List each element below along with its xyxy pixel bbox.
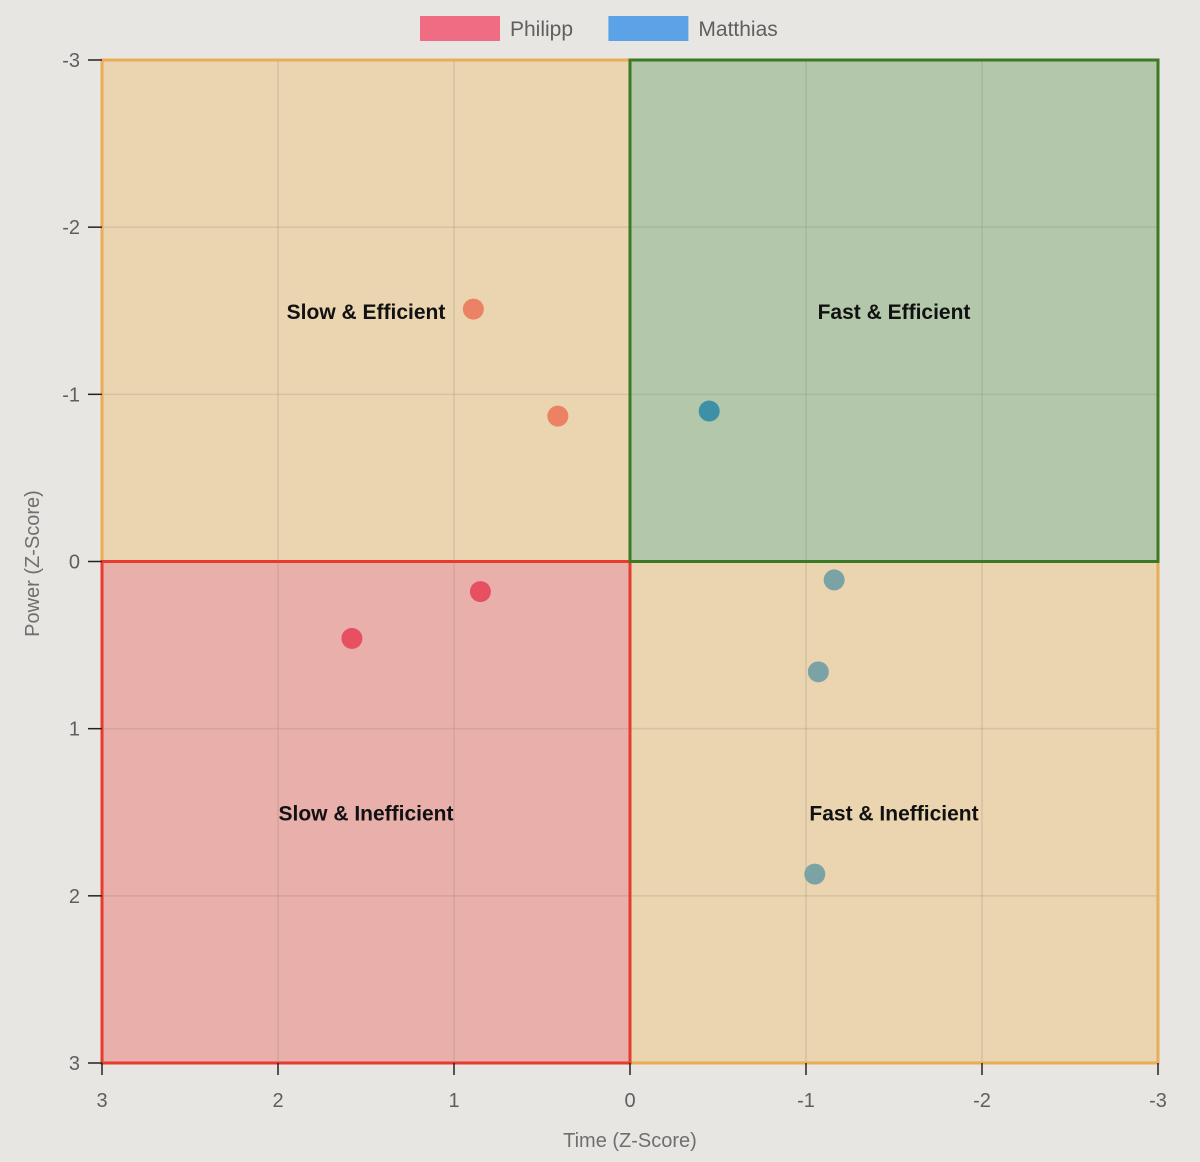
data-point[interactable] (823, 569, 845, 591)
data-point[interactable] (804, 863, 826, 885)
x-tick-label: 0 (624, 1090, 635, 1112)
legend-item[interactable]: Matthias (608, 16, 778, 41)
x-tick-label: -3 (1149, 1090, 1167, 1112)
y-tick-label: -3 (62, 50, 80, 72)
legend-label: Matthias (698, 18, 777, 41)
data-point[interactable] (341, 627, 363, 649)
y-tick-label: -1 (62, 384, 80, 406)
y-tick-label: 0 (69, 552, 80, 574)
quadrant-borders (100, 58, 1160, 1065)
data-point[interactable] (547, 405, 569, 427)
quadrant-border (100, 560, 632, 1065)
quadrant-label: Fast & Efficient (818, 301, 971, 324)
quadrant-label: Slow & Efficient (287, 301, 446, 324)
legend[interactable]: Philipp Matthias (420, 16, 778, 41)
data-points (341, 298, 845, 885)
data-point[interactable] (698, 400, 720, 422)
y-axis-title: Power (Z-Score) (22, 490, 44, 637)
quadrant-region (630, 561, 1158, 1063)
data-point[interactable] (469, 581, 491, 603)
x-axis-title: Time (Z-Score) (563, 1130, 697, 1152)
y-tick-label: -2 (62, 217, 80, 239)
y-tick-label: 1 (69, 719, 80, 741)
quadrant-label: Slow & Inefficient (278, 802, 453, 825)
legend-label: Philipp (510, 18, 573, 41)
x-tick-label: 3 (96, 1090, 107, 1112)
x-tick-label: 2 (272, 1090, 283, 1112)
legend-swatch (420, 16, 500, 41)
quadrant-region (102, 561, 630, 1063)
y-tick-label: 2 (69, 886, 80, 908)
quadrant-regions (102, 60, 1158, 1063)
x-tick-label: 1 (448, 1090, 459, 1112)
x-tick-label: -2 (973, 1090, 991, 1112)
data-point[interactable] (462, 298, 484, 320)
x-tick-label: -1 (797, 1090, 815, 1112)
legend-swatch (608, 16, 689, 41)
axes: 3 2 1 0 -1 -2 -3 -3 -2 -1 0 1 2 3 (62, 50, 1167, 1112)
quadrant-border (628, 58, 1160, 563)
y-tick-label: 3 (69, 1053, 80, 1075)
data-point[interactable] (807, 661, 829, 683)
quadrant-region (630, 60, 1158, 562)
quadrant-region (102, 60, 630, 562)
legend-item[interactable]: Philipp (420, 16, 573, 41)
quadrant-label: Fast & Inefficient (809, 802, 978, 825)
quadrant-labels: Slow & Efficient Fast & Efficient Slow & I… (278, 301, 978, 826)
